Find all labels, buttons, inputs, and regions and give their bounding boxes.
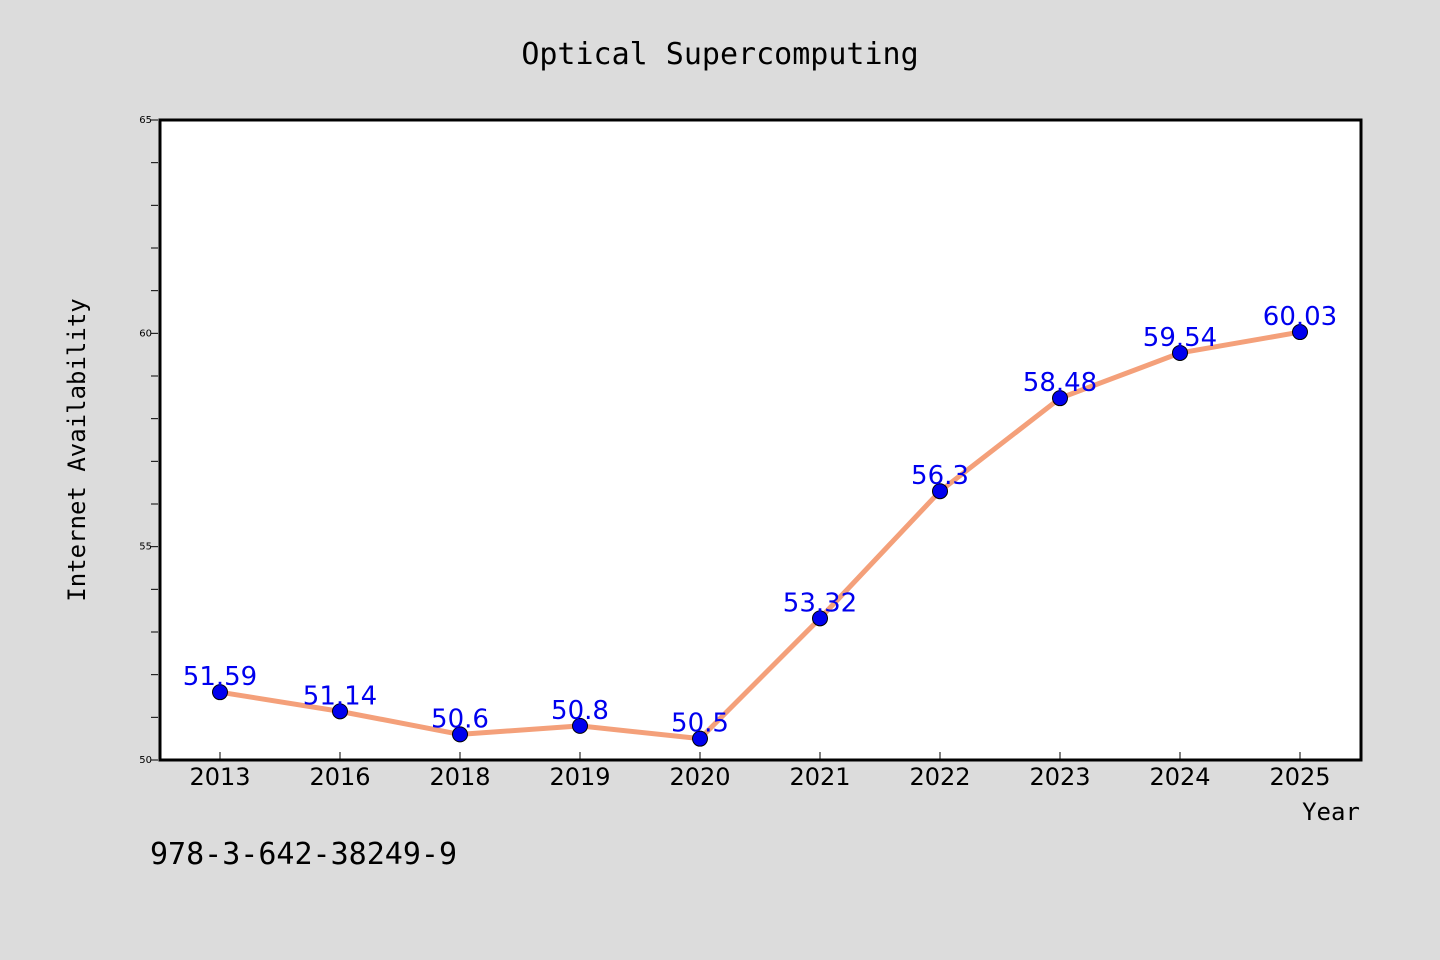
y-tick-label: 50 xyxy=(139,755,152,766)
series-line xyxy=(217,329,1303,742)
data-label: 50.5 xyxy=(671,709,729,739)
isbn-footer: 978-3-642-38249-9 xyxy=(150,837,457,872)
x-tick-label: 2018 xyxy=(429,763,490,791)
x-axis-label: Year xyxy=(1302,798,1360,826)
chart-title: Optical Supercomputing xyxy=(521,37,918,72)
x-tick-label: 2021 xyxy=(789,763,850,791)
x-tick-label: 2024 xyxy=(1149,763,1210,791)
data-label: 58.48 xyxy=(1023,368,1097,398)
data-point xyxy=(1292,324,1308,341)
data-label: 53.32 xyxy=(783,588,857,618)
y-tick-label: 60 xyxy=(139,328,152,339)
data-point xyxy=(1052,390,1068,407)
x-tick-label: 2020 xyxy=(669,763,730,791)
data-label: 51.59 xyxy=(183,662,257,692)
y-axis-label: Internet Availability xyxy=(63,298,91,601)
y-tick-label: 65 xyxy=(139,115,152,126)
series-layer: 51.59 51.14 50.6 50.8 50.5 53.32 56.3 58.48 59.5… xyxy=(183,302,1337,747)
x-tick-label: 2022 xyxy=(909,763,970,791)
data-label: 51.14 xyxy=(303,681,377,711)
data-point xyxy=(572,717,588,734)
data-point xyxy=(692,730,708,747)
x-tick-label: 2013 xyxy=(189,763,250,791)
data-point xyxy=(332,703,348,720)
x-tick-label: 2023 xyxy=(1029,763,1090,791)
data-label: 50.8 xyxy=(551,696,609,726)
data-label: 50.6 xyxy=(431,704,489,734)
y-tick-label: 55 xyxy=(139,542,152,553)
data-point xyxy=(452,726,468,743)
data-point xyxy=(812,610,828,627)
x-tick-label: 2016 xyxy=(309,763,370,791)
data-point xyxy=(932,483,948,500)
data-label: 59.54 xyxy=(1143,323,1217,353)
data-point xyxy=(212,684,228,701)
data-label: 60.03 xyxy=(1263,302,1337,332)
x-tick-label: 2019 xyxy=(549,763,610,791)
plot-area xyxy=(158,118,1363,762)
data-label: 56.3 xyxy=(911,461,969,491)
y-axis: 50 55 60 65 xyxy=(139,115,158,766)
data-point xyxy=(1172,344,1188,361)
x-axis: 2013 2016 2018 2019 2020 2021 2022 2023 2024 2025 xyxy=(189,752,1331,791)
x-tick-label: 2025 xyxy=(1269,763,1330,791)
